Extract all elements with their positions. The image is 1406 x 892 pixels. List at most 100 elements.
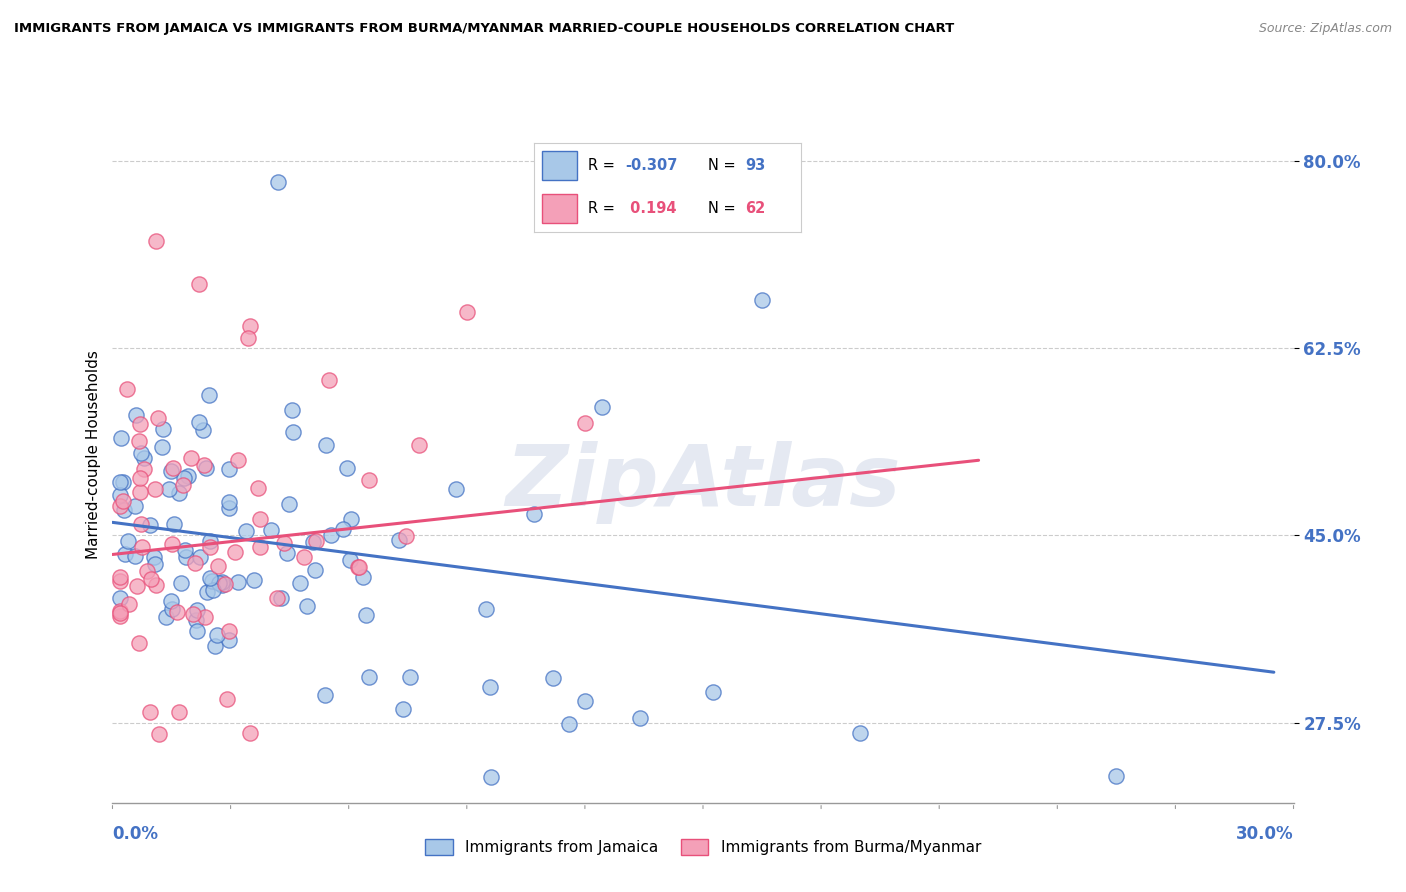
Point: [200, 533, 222, 548]
Point: [288, 575, 311, 590]
Point: [128, 434, 150, 449]
FancyBboxPatch shape: [543, 194, 576, 223]
Text: N =: N =: [709, 158, 740, 173]
Point: [110, 606, 132, 620]
Point: [198, 388, 221, 402]
Point: [129, 446, 152, 460]
Point: [398, 670, 420, 684]
Point: [214, 577, 236, 591]
Point: [249, 512, 271, 526]
Point: [170, 575, 193, 590]
Point: [541, 671, 564, 685]
Point: [574, 694, 596, 708]
Point: [456, 305, 478, 319]
Point: [163, 517, 186, 532]
Point: [159, 464, 181, 478]
Point: [218, 633, 240, 648]
Point: [166, 605, 188, 619]
Point: [118, 597, 141, 611]
Point: [184, 556, 207, 570]
Point: [143, 557, 166, 571]
Point: [194, 610, 217, 624]
Point: [174, 543, 197, 558]
Point: [115, 382, 138, 396]
Point: [523, 507, 546, 521]
Point: [357, 474, 380, 488]
Point: [315, 437, 337, 451]
Point: [273, 535, 295, 549]
Point: [591, 401, 613, 415]
Point: [148, 411, 170, 425]
Point: [129, 485, 152, 500]
Point: [160, 536, 183, 550]
Text: ZipAtlas: ZipAtlas: [505, 442, 901, 524]
Point: [198, 571, 221, 585]
Point: [114, 547, 136, 561]
Point: [139, 572, 162, 586]
Point: [239, 319, 262, 334]
Point: [139, 518, 162, 533]
Point: [314, 688, 336, 702]
Point: [131, 541, 153, 555]
Point: [188, 277, 211, 291]
Point: [1105, 769, 1128, 783]
Point: [218, 495, 240, 509]
Point: [110, 499, 132, 513]
Point: [276, 546, 298, 560]
Point: [173, 471, 195, 485]
Point: [180, 451, 202, 466]
Point: [336, 461, 359, 475]
Point: [177, 469, 200, 483]
Point: [202, 582, 225, 597]
Point: [195, 460, 218, 475]
Point: [474, 602, 496, 616]
Point: [124, 499, 146, 513]
Point: [188, 549, 211, 564]
Point: [479, 680, 502, 694]
Text: 62: 62: [745, 201, 766, 216]
Point: [159, 593, 181, 607]
Point: [169, 705, 191, 719]
Point: [218, 462, 240, 476]
Point: [267, 175, 290, 189]
Point: [479, 770, 502, 784]
Point: [278, 498, 301, 512]
Point: [295, 599, 318, 613]
Point: [200, 540, 222, 554]
Point: [247, 481, 270, 495]
Text: Source: ZipAtlas.com: Source: ZipAtlas.com: [1258, 22, 1392, 36]
Point: [226, 574, 249, 589]
Point: [211, 575, 233, 590]
Point: [181, 607, 204, 621]
Point: [110, 431, 132, 445]
Point: [155, 610, 177, 624]
Point: [112, 475, 135, 489]
Point: [142, 550, 165, 565]
Point: [558, 716, 581, 731]
Point: [332, 522, 354, 536]
Point: [124, 408, 146, 422]
Point: [292, 550, 315, 565]
Point: [186, 613, 208, 627]
Point: [110, 608, 132, 623]
Point: [339, 552, 361, 566]
Point: [218, 624, 240, 638]
Point: [134, 462, 156, 476]
Point: [236, 331, 259, 345]
Point: [139, 706, 162, 720]
Text: 30.0%: 30.0%: [1236, 825, 1294, 843]
Point: [128, 636, 150, 650]
Point: [145, 578, 167, 592]
Point: [391, 702, 413, 716]
Point: [136, 564, 159, 578]
Point: [125, 579, 148, 593]
Point: [207, 559, 229, 574]
Point: [266, 591, 288, 606]
Point: [356, 608, 378, 623]
Point: [283, 425, 305, 439]
Text: R =: R =: [588, 201, 619, 216]
Text: -0.307: -0.307: [626, 158, 678, 173]
Point: [444, 482, 467, 496]
Point: [352, 570, 374, 584]
Point: [394, 529, 416, 543]
